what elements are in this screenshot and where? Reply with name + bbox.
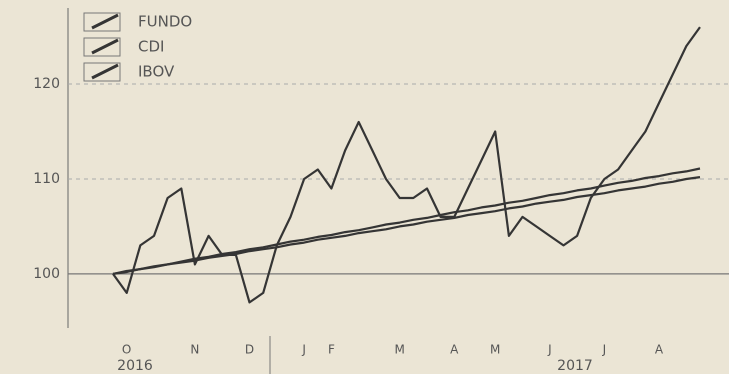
legend-icon bbox=[83, 12, 121, 32]
x-tick-label: F bbox=[328, 343, 335, 357]
x-tick-label: J bbox=[547, 343, 552, 357]
x-tick-label: J bbox=[602, 343, 607, 357]
x-tick-label: N bbox=[190, 343, 199, 357]
legend-label: CDI bbox=[138, 38, 164, 56]
legend-icon bbox=[83, 62, 121, 82]
x-tick-label: J bbox=[301, 343, 306, 357]
x-tick-label: D bbox=[245, 343, 254, 357]
legend-label: IBOV bbox=[138, 63, 175, 81]
y-tick-label: 110 bbox=[33, 171, 60, 187]
series-line bbox=[112, 167, 701, 275]
x-tick-label: A bbox=[450, 343, 459, 357]
x-tick-label: A bbox=[655, 343, 664, 357]
x-tick-label: O bbox=[122, 343, 131, 357]
y-tick-label: 100 bbox=[33, 266, 60, 282]
series-line bbox=[112, 176, 701, 275]
legend-swatch bbox=[91, 63, 119, 80]
year-label: 2017 bbox=[557, 358, 593, 374]
legend-icon bbox=[83, 37, 121, 57]
x-tick-label: M bbox=[490, 343, 500, 357]
legend-swatch bbox=[91, 38, 119, 55]
legend-swatch bbox=[91, 13, 119, 30]
series-line bbox=[112, 26, 701, 304]
year-label: 2016 bbox=[117, 358, 153, 374]
legend-label: FUNDO bbox=[138, 13, 192, 31]
y-tick-label: 120 bbox=[33, 76, 60, 92]
x-tick-label: M bbox=[394, 343, 404, 357]
